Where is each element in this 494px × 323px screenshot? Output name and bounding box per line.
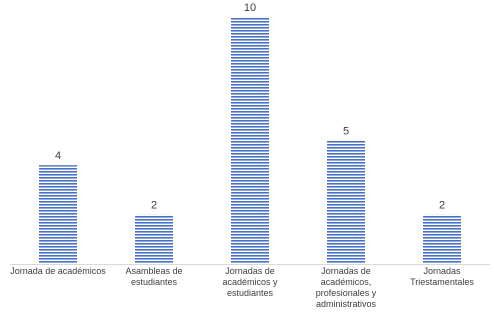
bar — [423, 214, 461, 264]
data-labels-layer: 4 2 10 5 2 — [55, 2, 445, 212]
category-label: Jornadas de académicos y estudiantes — [222, 266, 278, 298]
data-label: 2 — [439, 200, 445, 212]
category-label-line: Jornadas de — [225, 266, 275, 276]
category-label-line: profesionales y — [316, 288, 377, 298]
bar — [231, 17, 269, 264]
bar — [135, 214, 173, 264]
data-label: 10 — [244, 2, 256, 14]
category-label-line: estudiantes — [227, 288, 274, 298]
category-label-line: administrativos — [316, 299, 377, 309]
category-label-line: Triestamentales — [410, 277, 474, 287]
category-label-line: Asambleas de — [125, 266, 182, 276]
bar — [327, 140, 365, 264]
category-label-line: Jornadas — [423, 266, 461, 276]
data-label: 5 — [343, 126, 349, 138]
category-label: Jornadas de académicos, profesionales y adm… — [316, 266, 377, 309]
category-label: Jornada de académicos — [10, 266, 106, 276]
category-label-line: Jornadas de — [321, 266, 371, 276]
category-labels-layer: Jornada de académicos Asambleas de estudia… — [10, 266, 474, 309]
category-label: Jornadas Triestamentales — [410, 266, 474, 287]
data-label: 2 — [151, 200, 157, 212]
data-label: 4 — [55, 150, 61, 162]
bar — [39, 165, 77, 264]
category-label-line: académicos, — [321, 277, 372, 287]
category-label-line: Jornada de académicos — [10, 266, 106, 276]
category-label-line: académicos y — [222, 277, 278, 287]
category-label: Asambleas de estudiantes — [125, 266, 182, 287]
bars-layer — [39, 17, 461, 264]
category-label-line: estudiantes — [131, 277, 178, 287]
